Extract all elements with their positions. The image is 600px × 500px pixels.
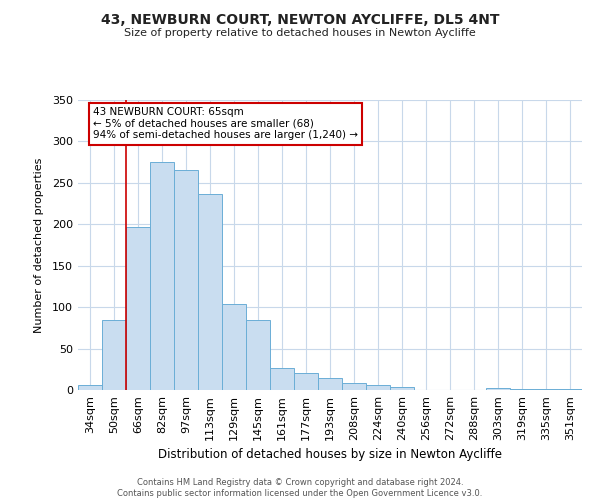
Bar bbox=[510, 389, 534, 390]
Bar bbox=[78, 385, 102, 390]
Bar bbox=[558, 389, 582, 390]
Bar bbox=[366, 385, 390, 390]
Text: 43 NEWBURN COURT: 65sqm
← 5% of detached houses are smaller (68)
94% of semi-det: 43 NEWBURN COURT: 65sqm ← 5% of detached… bbox=[93, 108, 358, 140]
Bar bbox=[270, 368, 294, 390]
Bar bbox=[294, 374, 318, 390]
Bar bbox=[102, 320, 126, 390]
Bar bbox=[126, 227, 150, 390]
Bar bbox=[198, 194, 222, 390]
X-axis label: Distribution of detached houses by size in Newton Aycliffe: Distribution of detached houses by size … bbox=[158, 448, 502, 462]
Bar bbox=[246, 320, 270, 390]
Bar bbox=[174, 170, 198, 390]
Bar bbox=[318, 378, 342, 390]
Text: 43, NEWBURN COURT, NEWTON AYCLIFFE, DL5 4NT: 43, NEWBURN COURT, NEWTON AYCLIFFE, DL5 … bbox=[101, 12, 499, 26]
Bar bbox=[342, 384, 366, 390]
Y-axis label: Number of detached properties: Number of detached properties bbox=[34, 158, 44, 332]
Bar bbox=[150, 162, 174, 390]
Bar bbox=[486, 388, 510, 390]
Bar bbox=[534, 389, 558, 390]
Bar bbox=[222, 304, 246, 390]
Bar bbox=[390, 386, 414, 390]
Text: Contains HM Land Registry data © Crown copyright and database right 2024.
Contai: Contains HM Land Registry data © Crown c… bbox=[118, 478, 482, 498]
Text: Size of property relative to detached houses in Newton Aycliffe: Size of property relative to detached ho… bbox=[124, 28, 476, 38]
